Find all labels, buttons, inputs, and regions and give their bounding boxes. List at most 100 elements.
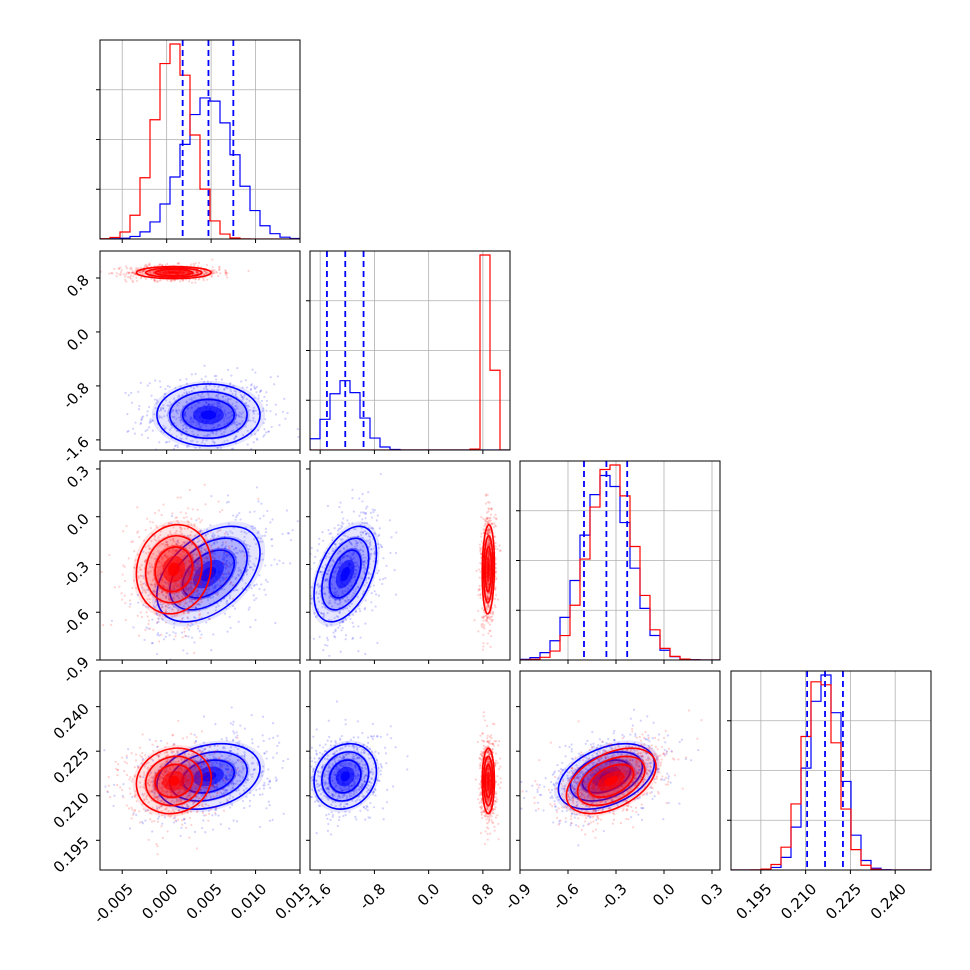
scatter-point <box>229 563 232 566</box>
scatter-point <box>150 272 153 275</box>
scatter-point <box>240 570 243 573</box>
scatter-point <box>316 549 319 552</box>
scatter-point <box>185 541 189 544</box>
scatter-point <box>163 554 166 557</box>
scatter-point <box>148 271 152 274</box>
scatter-point <box>198 539 201 542</box>
scatter-point <box>126 267 129 270</box>
scatter-point <box>160 557 163 560</box>
scatter-point <box>195 270 199 274</box>
scatter-point <box>233 607 237 610</box>
scatter-point <box>110 272 113 275</box>
scatter-point <box>254 409 257 412</box>
scatter-point <box>232 447 235 450</box>
scatter-point <box>173 279 176 282</box>
scatter-point <box>160 617 164 620</box>
scatter-point <box>149 583 153 586</box>
scatter-point <box>332 570 335 574</box>
scatter-point <box>334 628 337 631</box>
scatter-point <box>187 628 191 631</box>
scatter-point <box>223 388 226 391</box>
scatter-point <box>380 545 383 548</box>
scatter-point <box>351 497 354 500</box>
scatter-point <box>184 580 188 583</box>
scatter-point <box>488 516 491 519</box>
scatter-point <box>158 271 161 274</box>
scatter-point <box>254 433 257 436</box>
scatter-point <box>181 393 184 397</box>
scatter-point <box>225 559 229 563</box>
scatter-point <box>189 426 192 430</box>
scatter-point <box>362 556 365 560</box>
scatter-point <box>221 558 224 562</box>
scatter-point <box>197 429 200 433</box>
scatter-point <box>186 451 188 453</box>
scatter-point <box>216 594 219 597</box>
scatter-point <box>236 734 239 737</box>
scatter-point <box>188 488 191 492</box>
scatter-point <box>255 557 258 560</box>
scatter-point <box>165 541 168 544</box>
scatter-point <box>156 601 159 604</box>
scatter-point <box>170 522 173 525</box>
scatter-point <box>176 543 179 546</box>
scatter-point <box>363 584 366 587</box>
scatter-point <box>262 407 265 410</box>
scatter-point <box>336 603 339 606</box>
scatter-point <box>256 532 259 535</box>
scatter-point <box>223 563 226 566</box>
scatter-point <box>203 381 206 384</box>
scatter-point <box>259 517 262 520</box>
scatter-point <box>225 562 228 565</box>
scatter-point <box>168 521 171 525</box>
scatter-point <box>341 555 344 559</box>
scatter-point <box>358 607 361 610</box>
scatter-point <box>135 266 138 270</box>
scatter-point <box>326 611 329 615</box>
scatter-point <box>227 368 230 371</box>
scatter-point <box>243 535 246 539</box>
scatter-point <box>185 400 188 403</box>
scatter-point <box>216 593 219 596</box>
scatter-point <box>236 561 239 564</box>
scatter-point <box>354 561 357 564</box>
scatter-point <box>173 444 177 448</box>
scatter-point <box>172 631 175 634</box>
scatter-point <box>203 269 206 273</box>
scatter-point <box>206 380 210 383</box>
scatter-point <box>214 723 217 726</box>
scatter-point <box>215 394 218 397</box>
scatter-point <box>235 401 238 404</box>
scatter-point <box>184 564 187 567</box>
scatter-point <box>219 272 222 275</box>
scatter-point <box>351 637 354 640</box>
scatter-point <box>283 397 286 400</box>
scatter-point <box>249 419 252 422</box>
scatter-point <box>191 556 194 559</box>
scatter-point <box>201 441 204 444</box>
scatter-point <box>242 396 245 399</box>
scatter-point <box>216 537 219 540</box>
scatter-point <box>482 517 485 520</box>
scatter-point <box>196 508 199 511</box>
scatter-point <box>211 266 214 269</box>
scatter-point <box>182 611 185 614</box>
scatter-point <box>198 616 201 619</box>
scatter-point <box>199 530 202 533</box>
scatter-point <box>239 422 242 425</box>
scatter-point <box>176 604 180 607</box>
scatter-point <box>344 599 347 602</box>
scatter-point <box>229 415 232 418</box>
scatter-point <box>170 426 173 429</box>
scatter-point <box>191 553 194 556</box>
scatter-point <box>108 272 111 275</box>
scatter-point <box>157 539 160 542</box>
scatter-point <box>215 374 218 377</box>
scatter-point <box>165 587 168 590</box>
scatter-point <box>183 413 186 416</box>
scatter-point <box>197 563 200 566</box>
scatter-point <box>361 531 364 534</box>
scatter-point <box>244 379 248 382</box>
scatter-point <box>282 562 285 565</box>
scatter-point <box>256 438 259 441</box>
